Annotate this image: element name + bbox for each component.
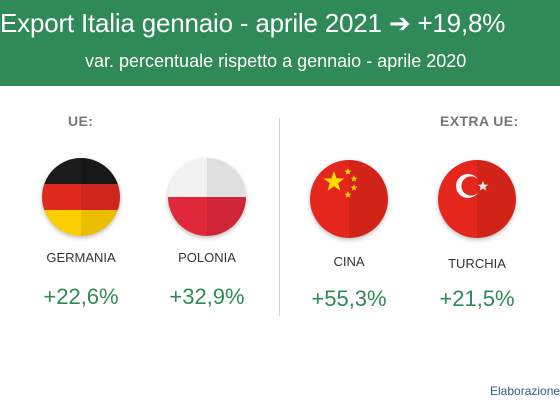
country-name-china: CINA xyxy=(333,254,365,269)
section-label-ue: UE: xyxy=(68,113,94,129)
header-banner: Export Italia gennaio - aprile 2021 ➔ +1… xyxy=(0,0,560,86)
page-subtitle: var. percentuale rispetto a gennaio - ap… xyxy=(85,51,467,71)
turkey-flag-icon xyxy=(438,160,516,238)
country-name-germany: GERMANIA xyxy=(46,250,116,265)
country-value-china: +55,3% xyxy=(311,286,387,311)
country-value-germany: +22,6% xyxy=(43,284,119,309)
page-title: Export Italia gennaio - aprile 2021 ➔ +1… xyxy=(0,8,506,38)
germany-flag-icon xyxy=(42,158,120,236)
section-label-extra-ue: EXTRA UE: xyxy=(440,113,519,129)
country-value-poland: +32,9% xyxy=(169,284,245,309)
section-divider xyxy=(279,118,280,316)
country-name-turkey: TURCHIA xyxy=(448,256,506,271)
country-name-poland: POLONIA xyxy=(178,250,236,265)
country-value-turkey: +21,5% xyxy=(439,286,515,311)
credit-text: Elaborazione xyxy=(490,384,560,398)
china-flag-icon xyxy=(310,160,388,238)
poland-flag-icon xyxy=(168,158,246,236)
